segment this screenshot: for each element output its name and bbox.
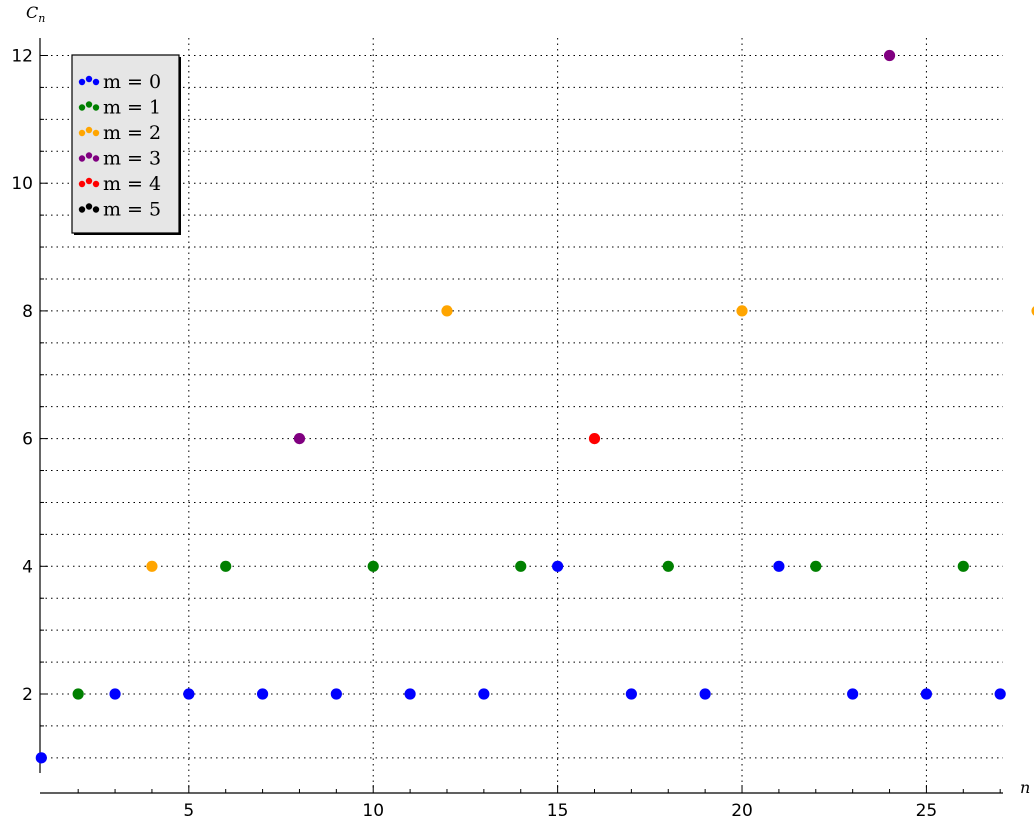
y-tick-label: 12	[11, 47, 33, 67]
legend-entry: m = 4	[78, 173, 161, 195]
data-point-m3	[293, 433, 306, 445]
x-tick-label: 20	[731, 801, 753, 821]
data-point-m1	[367, 560, 379, 572]
data-point-m0	[920, 688, 933, 700]
y-axis-label-main: C	[26, 3, 38, 22]
data-point-m3	[883, 49, 896, 62]
axes	[39, 38, 1003, 794]
data-point-m0	[404, 688, 416, 700]
legend-marker	[92, 104, 100, 111]
data-point-m0	[773, 560, 785, 572]
legend-entry: m = 2	[78, 122, 161, 144]
legend-marker	[92, 180, 100, 188]
data-point-m1	[810, 560, 822, 572]
legend-entry: m = 1	[78, 97, 161, 119]
legend-marker	[85, 152, 93, 159]
data-point-m0	[552, 560, 564, 572]
y-tick-label: 4	[22, 557, 33, 577]
legend-entry: m = 5	[78, 199, 161, 221]
data-point-m0	[256, 688, 269, 700]
legend-marker	[92, 206, 100, 213]
x-tick-label: 10	[362, 801, 384, 821]
legend-label: m = 2	[103, 122, 161, 144]
legend-marker	[85, 177, 93, 185]
legend-label: m = 3	[103, 148, 161, 170]
data-point-m2	[736, 305, 748, 317]
data-point-m1	[72, 688, 84, 700]
x-tick-label: 5	[183, 801, 194, 821]
legend: m = 0 m = 1 m = 2 m = 3 m = 4 m = 5	[71, 54, 181, 235]
data-points	[35, 49, 1034, 764]
legend-marker	[85, 203, 93, 210]
y-tick-label: 8	[22, 302, 33, 322]
y-tick-label: 6	[22, 430, 33, 450]
legend-marker	[78, 104, 86, 111]
y-axis-label-subscript: n	[38, 12, 45, 25]
x-axis-label: n	[1020, 778, 1030, 797]
legend-marker	[78, 206, 86, 213]
x-tick-label: 25	[916, 801, 938, 821]
tick-labels: 510152025303540455024681012	[11, 47, 938, 822]
legend-marker	[78, 155, 86, 162]
data-point-m1	[957, 560, 969, 572]
x-tick-label: 15	[547, 801, 569, 821]
legend-marker	[78, 180, 86, 188]
legend-box	[71, 54, 180, 234]
legend-marker	[92, 155, 100, 162]
data-point-m0	[109, 688, 121, 700]
data-point-m0	[994, 688, 1006, 700]
data-point-m2	[146, 560, 158, 572]
legend-marker	[92, 78, 100, 86]
legend-marker	[78, 129, 86, 137]
legend-marker	[78, 78, 86, 86]
grid-lines	[40, 38, 1003, 790]
y-axis-label: Cn	[26, 3, 45, 25]
legend-marker	[85, 75, 93, 83]
legend-label: m = 5	[103, 199, 161, 221]
legend-label: m = 4	[103, 173, 161, 195]
data-point-m4	[588, 433, 601, 445]
legend-marker	[85, 101, 93, 108]
data-point-m1	[662, 560, 674, 572]
legend-marker	[85, 126, 93, 134]
data-point-m0	[847, 688, 859, 700]
data-point-m0	[699, 688, 711, 700]
data-point-m0	[625, 688, 637, 700]
y-tick-label: 2	[22, 685, 33, 705]
data-point-m2	[441, 305, 453, 317]
legend-label: m = 0	[103, 71, 161, 93]
legend-entry: m = 3	[78, 148, 161, 170]
y-tick-label: 10	[11, 174, 33, 194]
data-point-m1	[515, 560, 527, 572]
data-point-m1	[220, 560, 232, 572]
data-point-m0	[478, 688, 490, 700]
legend-marker	[92, 129, 100, 137]
data-point-m0	[35, 752, 47, 764]
data-point-m0	[330, 688, 342, 700]
legend-label: m = 1	[103, 97, 161, 119]
legend-entry: m = 0	[78, 71, 161, 93]
data-point-m0	[183, 688, 195, 700]
data-point-m2	[1031, 306, 1034, 316]
